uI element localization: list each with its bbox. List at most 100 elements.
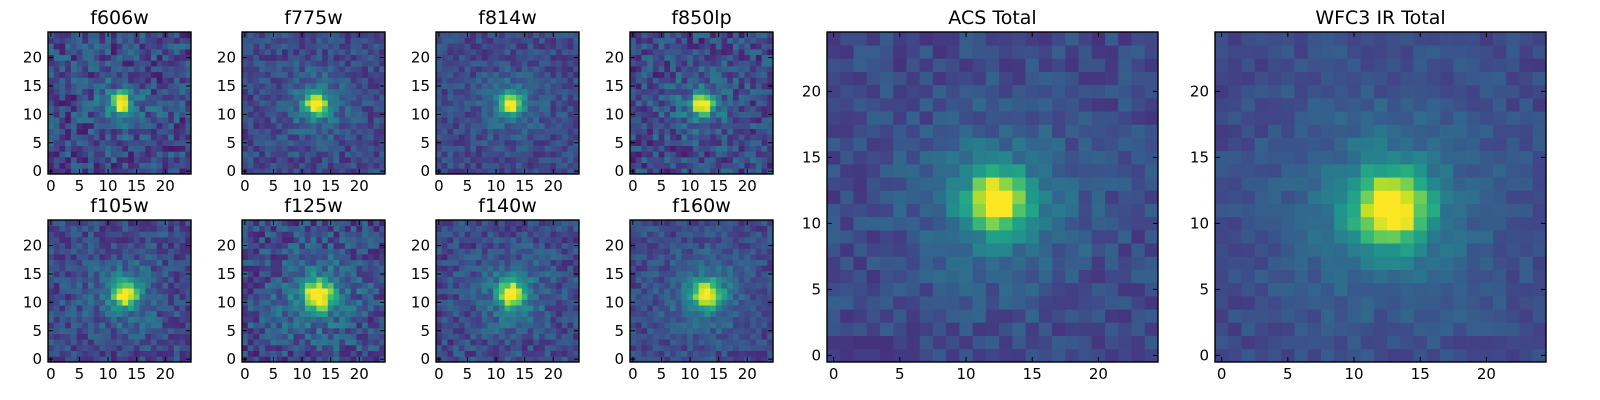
heatmap-cell bbox=[538, 259, 546, 266]
heatmap-cell bbox=[544, 156, 551, 163]
heatmap-cell bbox=[299, 77, 306, 84]
heatmap-cell bbox=[710, 54, 717, 61]
x-tick-label: 20 bbox=[544, 177, 563, 195]
heatmap-cell bbox=[481, 139, 488, 146]
heatmap-cell bbox=[362, 151, 369, 158]
heatmap-cell bbox=[441, 83, 448, 90]
heatmap-cell bbox=[173, 54, 180, 61]
heatmap-cell bbox=[247, 49, 254, 56]
heatmap-cell bbox=[367, 225, 374, 232]
heatmap-cell bbox=[293, 111, 300, 118]
heatmap-cell bbox=[287, 242, 294, 249]
heatmap-cell bbox=[458, 66, 465, 73]
heatmap-cell bbox=[641, 322, 648, 329]
heatmap-cell bbox=[761, 288, 768, 295]
heatmap-cell bbox=[259, 77, 266, 84]
heatmap-cell bbox=[458, 242, 465, 249]
heatmap-cell bbox=[287, 259, 294, 266]
heatmap-cell bbox=[675, 139, 682, 146]
heatmap-cell bbox=[168, 111, 175, 118]
heatmap-cell bbox=[65, 168, 72, 175]
heatmap-cell bbox=[744, 71, 751, 78]
heatmap-cell bbox=[750, 356, 757, 363]
heatmap-cell bbox=[647, 288, 654, 295]
heatmap-cell bbox=[710, 305, 717, 312]
heatmap-cell bbox=[715, 94, 722, 101]
heatmap-cell bbox=[110, 151, 117, 158]
heatmap-cell bbox=[88, 225, 95, 232]
heatmap-cell bbox=[173, 339, 180, 346]
heatmap-cell bbox=[139, 134, 146, 141]
heatmap-cell bbox=[139, 305, 146, 312]
heatmap-cell bbox=[544, 265, 551, 272]
heatmap-cell bbox=[464, 60, 471, 67]
heatmap-cell bbox=[168, 37, 175, 44]
heatmap-cell bbox=[521, 350, 528, 357]
heatmap-cell bbox=[173, 100, 180, 107]
heatmap-cell bbox=[755, 151, 762, 158]
heatmap-cell bbox=[82, 299, 89, 306]
heatmap-cell bbox=[242, 49, 249, 56]
heatmap-cell bbox=[521, 88, 528, 95]
heatmap-cell bbox=[65, 293, 72, 300]
heatmap-cell bbox=[48, 344, 55, 351]
heatmap-cell bbox=[362, 145, 369, 152]
heatmap-cell bbox=[493, 271, 500, 278]
heatmap-cell bbox=[116, 66, 123, 73]
heatmap-cell bbox=[299, 254, 306, 261]
heatmap-cell bbox=[755, 88, 762, 95]
heatmap-cell bbox=[635, 333, 642, 340]
heatmap-cell bbox=[105, 350, 112, 357]
y-tick-label: 5 bbox=[226, 134, 236, 152]
heatmap-cell bbox=[652, 168, 659, 175]
heatmap-cell bbox=[755, 344, 762, 351]
heatmap-cell bbox=[630, 282, 637, 289]
heatmap-cell bbox=[710, 128, 717, 135]
heatmap-cell bbox=[316, 37, 323, 44]
heatmap-cell bbox=[493, 77, 500, 84]
heatmap-cell bbox=[510, 60, 517, 67]
heatmap-cell bbox=[447, 100, 454, 107]
heatmap-cell bbox=[93, 49, 100, 56]
y-tick-label: 20 bbox=[411, 49, 430, 67]
heatmap-cell bbox=[276, 168, 283, 175]
heatmap-cell bbox=[356, 128, 363, 135]
heatmap-cell bbox=[128, 231, 135, 238]
heatmap-cell bbox=[339, 316, 346, 323]
heatmap-cell bbox=[322, 100, 329, 107]
heatmap-cell bbox=[744, 305, 751, 312]
heatmap-cell bbox=[556, 128, 563, 135]
heatmap-cell bbox=[356, 145, 363, 152]
heatmap-cell bbox=[647, 333, 654, 340]
heatmap-cell bbox=[344, 71, 352, 78]
heatmap-cell bbox=[538, 299, 546, 306]
heatmap-cell bbox=[481, 83, 488, 90]
heatmap-cell bbox=[516, 339, 523, 346]
heatmap-cell bbox=[521, 151, 528, 158]
heatmap-cell bbox=[379, 248, 386, 255]
heatmap-cell bbox=[76, 333, 83, 340]
heatmap-cell bbox=[755, 322, 762, 329]
heatmap-cell bbox=[635, 43, 642, 50]
heatmap-cell bbox=[704, 305, 711, 312]
heatmap-cell bbox=[99, 242, 106, 249]
heatmap-cell bbox=[105, 254, 112, 261]
heatmap-cell bbox=[145, 49, 152, 56]
heatmap-cell bbox=[436, 344, 443, 351]
heatmap-cell bbox=[561, 60, 568, 67]
heatmap-cell bbox=[362, 259, 369, 266]
heatmap-cell bbox=[641, 100, 648, 107]
heatmap-cell bbox=[139, 265, 146, 272]
heatmap-cell bbox=[282, 225, 289, 232]
heatmap-cell bbox=[687, 128, 694, 135]
heatmap-cell bbox=[264, 134, 271, 141]
heatmap-cell bbox=[133, 322, 140, 329]
heatmap-cell bbox=[750, 134, 757, 141]
heatmap-cell bbox=[732, 71, 740, 78]
heatmap-cell bbox=[556, 156, 563, 163]
heatmap-cell bbox=[173, 66, 180, 73]
heatmap-cell bbox=[379, 344, 386, 351]
heatmap-cell bbox=[293, 231, 300, 238]
heatmap-cell bbox=[750, 327, 757, 334]
heatmap-cell bbox=[242, 305, 249, 312]
